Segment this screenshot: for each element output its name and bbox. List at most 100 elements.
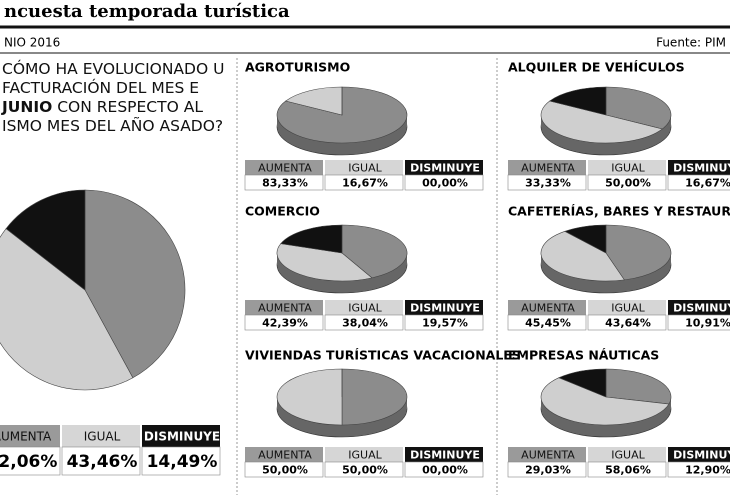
table-head (588, 300, 666, 315)
table-cell (244, 174, 324, 191)
table-cell (587, 461, 667, 478)
pie-slice (605, 368, 672, 405)
table-head (0, 425, 60, 447)
table-head (405, 447, 483, 462)
table-head-label: AUMENTA (258, 162, 312, 175)
pie-slice (605, 224, 672, 281)
table-head-label: DISMINUYE (410, 449, 480, 462)
chart-title: COMERCIO (245, 204, 320, 219)
pie-slice (276, 368, 343, 426)
table-head (405, 300, 483, 315)
pie-slice (341, 224, 408, 279)
source: Fuente: PIM (656, 36, 726, 50)
value-label: 16,67% (685, 177, 730, 190)
pie-slice (276, 243, 373, 282)
value-label: 33,33% (525, 177, 571, 190)
value-label: 00,00% (422, 177, 468, 190)
value-label: 58,06% (605, 464, 651, 477)
value-label: 42,39% (262, 317, 308, 330)
table-head (405, 160, 483, 175)
value-label: 43,46% (67, 452, 138, 472)
table-head-label: AUMENTA (258, 449, 312, 462)
chart-title: CAFETERÍAS, BARES Y RESTAURANTES (508, 204, 730, 219)
table-head (245, 160, 323, 175)
table-head-label: IGUAL (348, 449, 382, 462)
table-head (508, 160, 586, 175)
value-label: 50,00% (262, 464, 308, 477)
table-head-label: DISMINUYE (410, 302, 480, 315)
pie-slice (84, 189, 186, 379)
chart-title: AGROTURISMO (245, 60, 350, 75)
table-head (508, 300, 586, 315)
pie-slice (285, 86, 343, 116)
table-head-label: AUMENTA (258, 302, 312, 315)
value-label: 16,67% (342, 177, 388, 190)
table-head (142, 425, 220, 447)
value-label: 38,04% (342, 317, 388, 330)
table-head-label: DISMINUYE (673, 162, 730, 175)
table-cell (0, 446, 61, 476)
value-label: 19,57% (422, 317, 468, 330)
table-head (588, 447, 666, 462)
value-label: 10,91% (685, 317, 730, 330)
value-label: 12,90% (685, 464, 730, 477)
table-head (325, 160, 403, 175)
table-head (668, 160, 730, 175)
value-label: 14,49% (147, 452, 218, 472)
table-cell (324, 174, 404, 191)
table-cell (244, 461, 324, 478)
table-cell (404, 174, 484, 191)
table-cell (404, 314, 484, 331)
chart-title: ALQUILER DE VEHÍCULOS (508, 60, 685, 75)
value-label: 43,64% (605, 317, 651, 330)
chart-title: VIVIENDAS TURÍSTICAS VACACIONALES (245, 348, 521, 363)
table-cell (667, 461, 730, 478)
table-head (245, 447, 323, 462)
pie-slice (540, 377, 670, 426)
chart-title: EMPRESAS NÁUTICAS (508, 348, 659, 363)
table-cell (324, 314, 404, 331)
table-cell (587, 314, 667, 331)
table-head-label: AUMENTA (521, 449, 575, 462)
pie-slice (0, 228, 134, 391)
value-label: 83,33% (262, 177, 308, 190)
question-text: CON RESPECTO AL ISMO MES DEL AÑO ASADO? (2, 98, 224, 135)
table-head-label: IGUAL (611, 162, 645, 175)
table-head-label: AUMENTA (521, 162, 575, 175)
date: NIO 2016 (4, 36, 60, 50)
pie-slice (540, 230, 625, 282)
table-head-label: DISMINUYE (410, 162, 480, 175)
table-head (325, 447, 403, 462)
table-head-label: AUMENTA (0, 430, 52, 444)
pie-slice (605, 86, 672, 130)
table-cell (404, 461, 484, 478)
pie-slice (564, 224, 607, 254)
table-cell (61, 446, 141, 476)
table-head (588, 160, 666, 175)
table-cell (587, 174, 667, 191)
table-head-label: IGUAL (348, 162, 382, 175)
pie-slice (5, 189, 86, 291)
question-text: CÓMO HA EVOLUCIONADO U FACTURACIÓN DEL M… (2, 60, 225, 97)
table-head (325, 300, 403, 315)
table-cell (141, 446, 221, 476)
table-head (508, 447, 586, 462)
table-head-label: IGUAL (348, 302, 382, 315)
table-head-label: AUMENTA (521, 302, 575, 315)
pie-slice (276, 86, 408, 144)
pie-slice (280, 224, 343, 254)
table-head-label: IGUAL (84, 430, 121, 444)
table-cell (667, 314, 730, 331)
question: CÓMO HA EVOLUCIONADO U FACTURACIÓN DEL M… (2, 60, 232, 136)
table-head (668, 447, 730, 462)
question-bold: JUNIO (2, 98, 53, 116)
value-label: 45,45% (525, 317, 571, 330)
value-label: 50,00% (605, 177, 651, 190)
pie-slice (540, 100, 663, 144)
table-head-label: DISMINUYE (673, 449, 730, 462)
table-head-label: IGUAL (611, 302, 645, 315)
table-cell (507, 314, 587, 331)
table-head (62, 425, 140, 447)
